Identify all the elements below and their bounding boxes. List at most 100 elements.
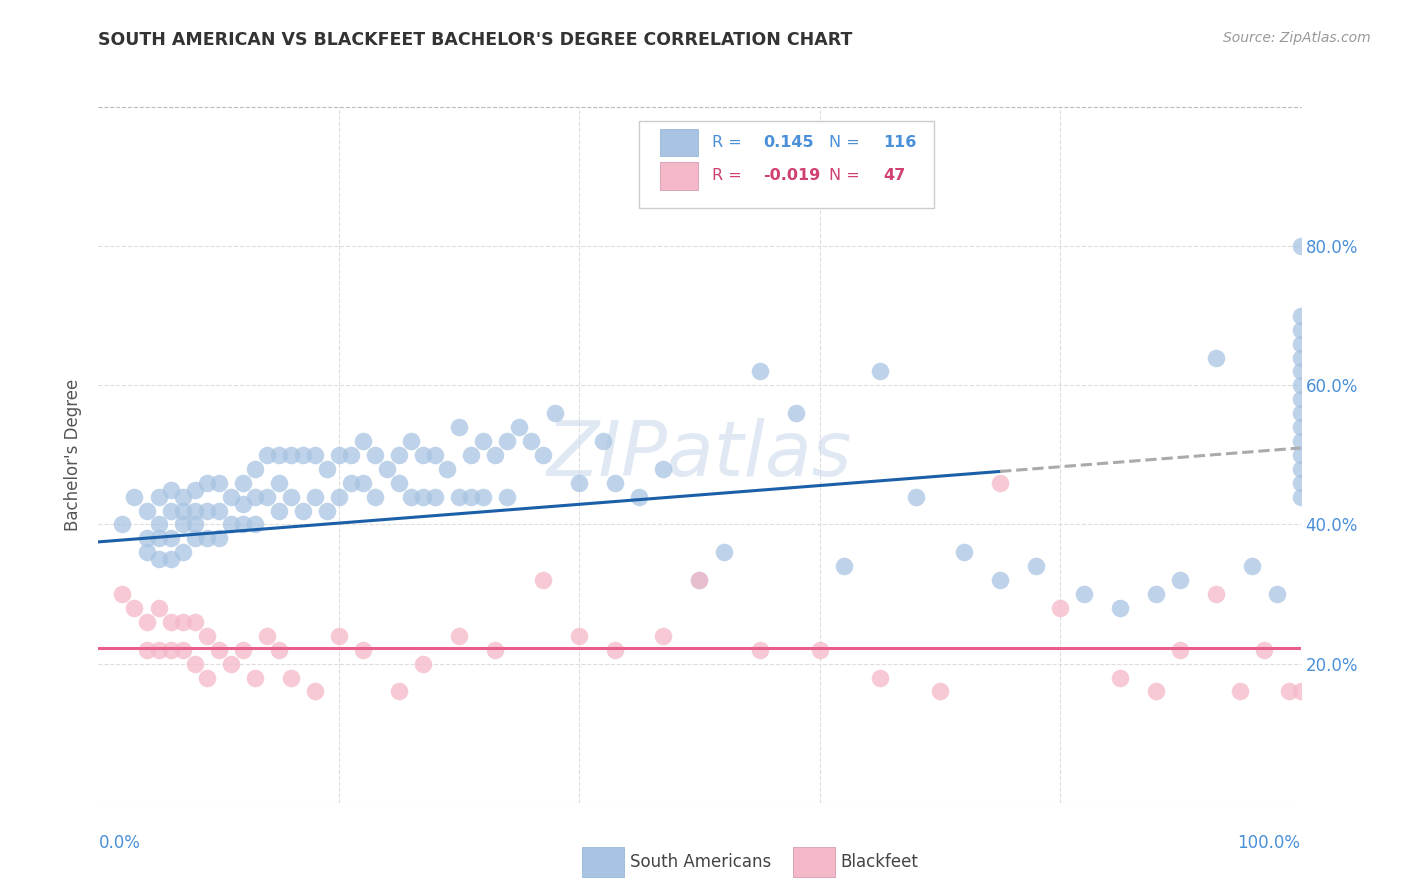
Text: 47: 47 <box>883 169 905 184</box>
Point <box>243 462 266 476</box>
Point <box>988 475 1011 490</box>
Point <box>135 532 157 546</box>
Point <box>1289 684 1312 698</box>
Point <box>472 434 495 448</box>
Point <box>388 475 411 490</box>
Point <box>267 475 290 490</box>
Point <box>232 517 254 532</box>
Point <box>1289 364 1312 378</box>
Point <box>1265 587 1288 601</box>
Point <box>460 490 482 504</box>
Point <box>183 615 205 629</box>
Point <box>1289 448 1312 462</box>
Point <box>520 434 543 448</box>
Point <box>544 406 567 420</box>
Point <box>1289 336 1312 351</box>
Point <box>172 490 194 504</box>
Point <box>412 448 434 462</box>
Point <box>304 490 326 504</box>
Point <box>267 448 290 462</box>
Point <box>484 448 506 462</box>
Point <box>1289 392 1312 407</box>
Point <box>183 532 205 546</box>
Point <box>1229 684 1251 698</box>
Point <box>135 615 157 629</box>
Point <box>124 601 146 615</box>
Text: N =: N = <box>830 135 865 150</box>
Point <box>748 642 770 657</box>
Point <box>436 462 458 476</box>
Point <box>315 462 337 476</box>
Point <box>748 364 770 378</box>
Point <box>208 532 231 546</box>
Point <box>484 642 506 657</box>
Point <box>183 657 205 671</box>
Point <box>159 642 181 657</box>
Point <box>1289 406 1312 420</box>
Point <box>195 503 218 517</box>
Point <box>352 434 374 448</box>
Point <box>1025 559 1047 574</box>
Point <box>111 517 134 532</box>
Point <box>232 475 254 490</box>
Point <box>412 490 434 504</box>
Point <box>159 615 181 629</box>
Point <box>423 490 446 504</box>
Text: SOUTH AMERICAN VS BLACKFEET BACHELOR'S DEGREE CORRELATION CHART: SOUTH AMERICAN VS BLACKFEET BACHELOR'S D… <box>98 31 853 49</box>
Point <box>689 573 711 587</box>
Point <box>267 642 290 657</box>
Point <box>832 559 855 574</box>
Point <box>159 503 181 517</box>
Text: 116: 116 <box>883 135 917 150</box>
Point <box>183 517 205 532</box>
FancyBboxPatch shape <box>640 121 934 208</box>
Point <box>1289 378 1312 392</box>
Point <box>148 490 170 504</box>
Text: R =: R = <box>711 135 747 150</box>
Point <box>808 642 831 657</box>
Point <box>447 629 470 643</box>
Point <box>148 642 170 657</box>
Point <box>328 629 350 643</box>
Point <box>291 503 314 517</box>
Point <box>135 545 157 559</box>
Point <box>447 420 470 434</box>
Point <box>195 532 218 546</box>
Point <box>869 364 891 378</box>
Point <box>1144 587 1167 601</box>
Point <box>148 517 170 532</box>
Point <box>1073 587 1095 601</box>
Point <box>928 684 950 698</box>
Text: South Americans: South Americans <box>630 853 770 871</box>
Point <box>423 448 446 462</box>
Point <box>1289 351 1312 365</box>
Point <box>232 497 254 511</box>
Point <box>280 448 302 462</box>
Point <box>508 420 530 434</box>
Point <box>364 448 387 462</box>
Point <box>124 490 146 504</box>
Point <box>1289 420 1312 434</box>
Point <box>304 448 326 462</box>
Point <box>904 490 927 504</box>
Point <box>183 483 205 497</box>
Point <box>388 684 411 698</box>
Point <box>388 448 411 462</box>
Point <box>652 629 675 643</box>
FancyBboxPatch shape <box>659 162 699 190</box>
Point <box>1144 684 1167 698</box>
Point <box>1253 642 1275 657</box>
Point <box>208 475 231 490</box>
Text: R =: R = <box>711 169 747 184</box>
Point <box>280 490 302 504</box>
Point <box>208 503 231 517</box>
Point <box>195 475 218 490</box>
Text: Blackfeet: Blackfeet <box>841 853 918 871</box>
Point <box>605 475 627 490</box>
Point <box>1289 309 1312 323</box>
Text: N =: N = <box>830 169 865 184</box>
Text: Source: ZipAtlas.com: Source: ZipAtlas.com <box>1223 31 1371 45</box>
Point <box>364 490 387 504</box>
Point <box>1289 490 1312 504</box>
Point <box>1109 601 1132 615</box>
